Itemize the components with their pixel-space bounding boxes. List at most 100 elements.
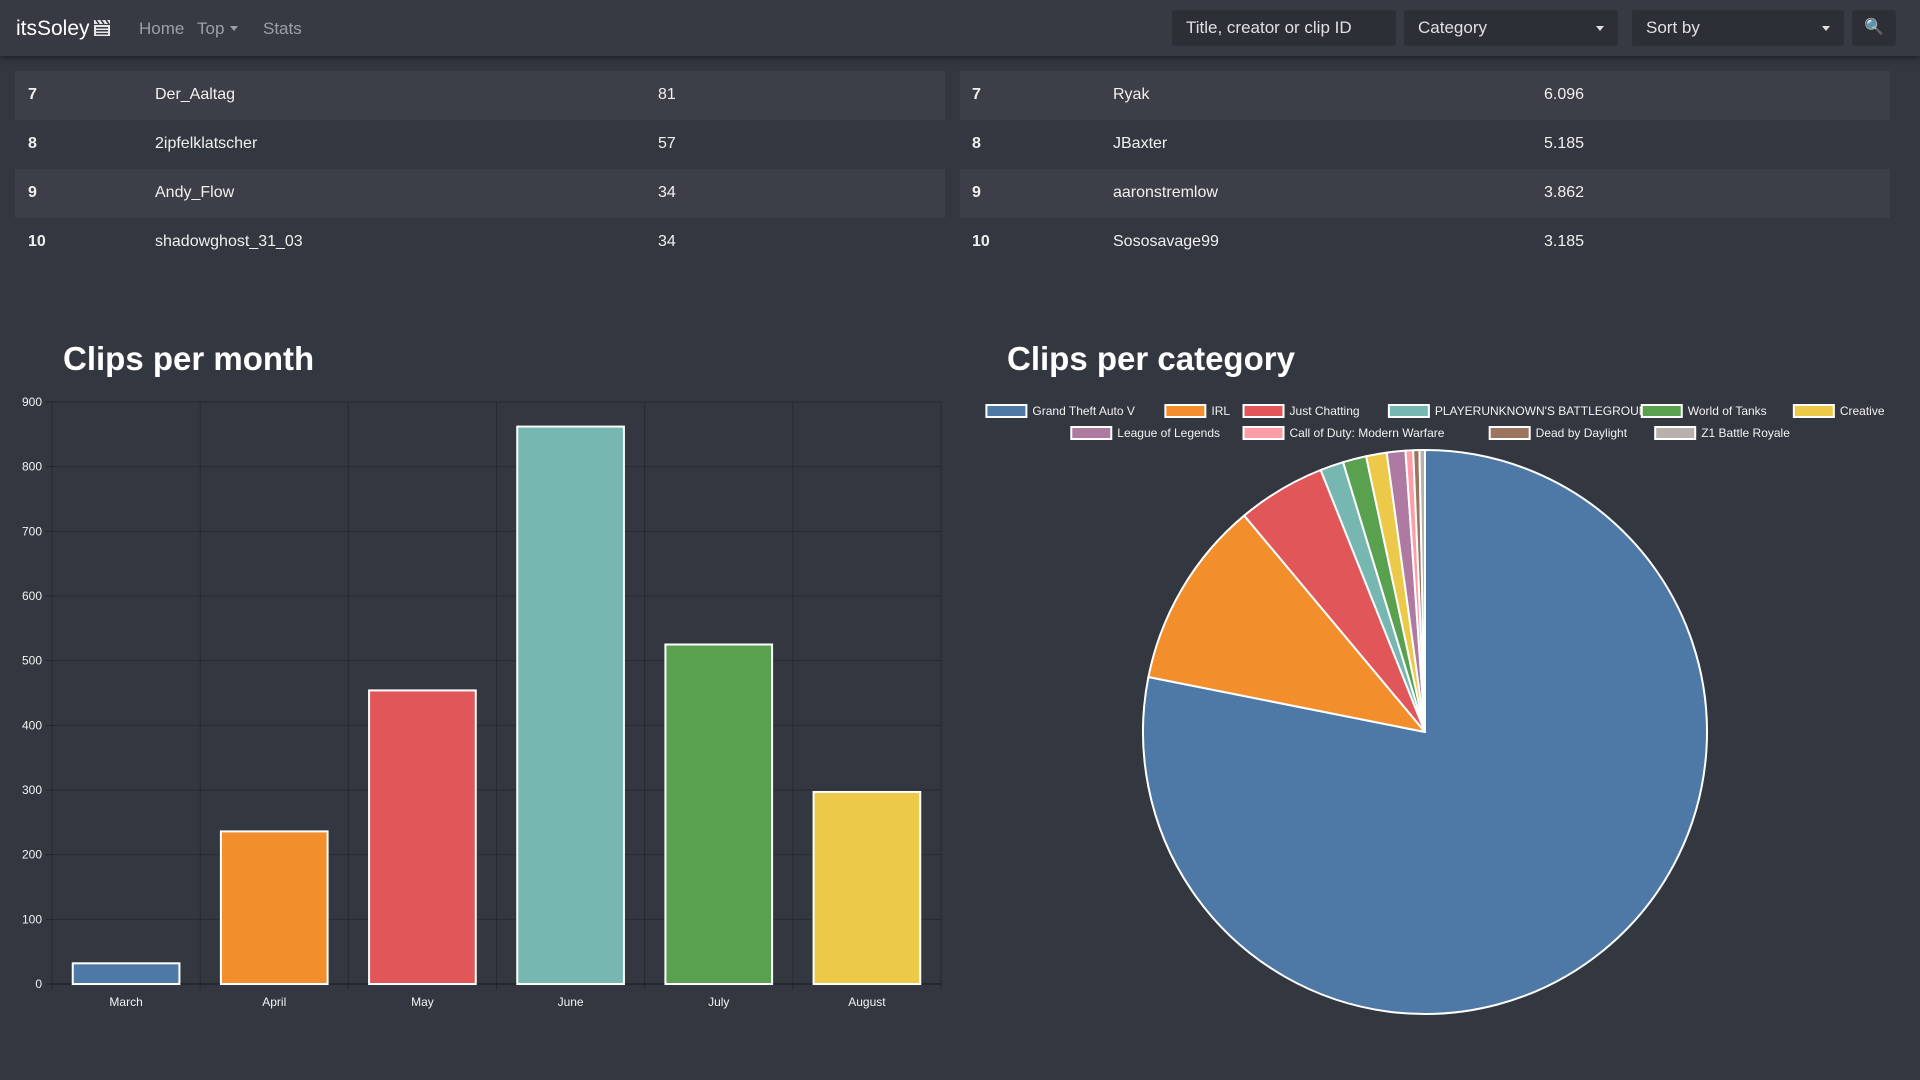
legend-label: Call of Duty: Modern Warfare	[1290, 426, 1445, 440]
pie-slice	[1418, 449, 1426, 733]
creator-link[interactable]: shadowghost_31_03	[155, 233, 303, 250]
top-viewers-table: 7 Ryak 6.096 8 JBaxter 5.185 9 aaronstre…	[960, 71, 1890, 316]
y-tick-label: 0	[35, 977, 42, 991]
rank-cell: 7	[28, 86, 37, 103]
rank-cell: 10	[972, 233, 990, 250]
y-tick-label: 100	[22, 912, 42, 926]
y-tick-label: 900	[22, 395, 42, 409]
rank-cell: 9	[28, 184, 37, 201]
value-cell: 34	[658, 184, 676, 201]
top-creators-table: 7 Der_Aaltag 81 8 2ipfelklatscher 57 9 A…	[15, 71, 945, 316]
value-cell: 81	[658, 86, 676, 103]
legend-label: League of Legends	[1117, 426, 1220, 440]
x-tick-label: May	[411, 995, 434, 1009]
legend-swatch	[1164, 404, 1207, 418]
creator-link[interactable]: 2ipfelklatscher	[155, 135, 258, 152]
caret-down-icon	[230, 26, 239, 31]
legend-swatch	[1640, 404, 1683, 418]
value-cell: 57	[658, 135, 676, 152]
legend-label: Grand Theft Auto V	[1032, 404, 1135, 418]
value-cell: 5.185	[1544, 135, 1585, 152]
legend-label: Z1 Battle Royale	[1701, 426, 1790, 440]
table-row: 10 shadowghost_31_03 34	[15, 218, 945, 267]
x-tick-label: July	[708, 995, 729, 1009]
legend-swatch	[1792, 404, 1835, 418]
bar	[516, 425, 625, 986]
sort-select-label: Sort by	[1646, 18, 1700, 37]
nav-top-label: Top	[197, 19, 225, 38]
bar	[71, 962, 181, 985]
sort-select[interactable]: Sort by	[1632, 10, 1844, 46]
search-placeholder: Title, creator or clip ID	[1186, 18, 1352, 37]
y-tick-label: 400	[22, 718, 42, 732]
search-input[interactable]: Title, creator or clip ID	[1172, 10, 1396, 46]
clips-per-category-chart: Grand Theft Auto V IRL Just Chatting PLAYER…	[985, 404, 1885, 1015]
legend-swatch	[1242, 426, 1285, 440]
legend-swatch	[1387, 404, 1430, 418]
y-tick-label: 200	[22, 848, 42, 862]
bar-chart-title: Clips per month	[63, 340, 315, 377]
nav-home-link[interactable]: Home	[139, 19, 185, 38]
table-row: 9 aaronstremlow 3.862	[960, 169, 1890, 218]
rank-cell: 7	[972, 86, 981, 103]
value-cell: 6.096	[1544, 86, 1585, 103]
value-cell: 3.862	[1544, 184, 1585, 201]
rank-cell: 8	[28, 135, 37, 152]
y-tick-label: 700	[22, 524, 42, 538]
legend-label: IRL	[1211, 404, 1230, 418]
table-row: 10 Sososavage99 3.185	[960, 218, 1890, 267]
creator-link[interactable]: Andy_Flow	[155, 184, 235, 201]
x-tick-label: August	[848, 995, 886, 1009]
x-tick-label: June	[558, 995, 584, 1009]
table-row: 8 JBaxter 5.185	[960, 120, 1890, 169]
bar	[219, 830, 329, 985]
search-icon: 🔍	[1864, 19, 1884, 36]
pie-slice	[1147, 514, 1426, 733]
caret-down-icon	[1822, 26, 1830, 31]
clips-per-month-chart: 0 100 200 300 400 500 600 700 800 900 March April Ma…	[22, 395, 942, 1009]
rank-cell: 10	[28, 233, 46, 250]
legend-label: Creative	[1840, 404, 1885, 418]
legend-label: Just Chatting	[1290, 404, 1360, 418]
category-select[interactable]: Category	[1404, 10, 1618, 46]
nav-top-dropdown[interactable]: Top	[197, 19, 239, 39]
creator-link[interactable]: aaronstremlow	[1113, 184, 1218, 201]
legend-swatch	[1488, 426, 1531, 440]
search-button[interactable]: 🔍	[1852, 10, 1896, 46]
x-tick-label: April	[262, 995, 286, 1009]
legend-swatch	[1654, 426, 1697, 440]
table-row: 8 2ipfelklatscher 57	[15, 120, 945, 169]
y-tick-label: 300	[22, 783, 42, 797]
category-select-label: Category	[1418, 18, 1487, 37]
navbar: itsSoley Home Top Stats Title, creator o…	[0, 0, 1920, 56]
pie-slice	[1142, 449, 1708, 1015]
bar	[664, 643, 774, 985]
table-row: 7 Der_Aaltag 81	[15, 71, 945, 120]
table-row: 9 Andy_Flow 34	[15, 169, 945, 218]
legend-swatch	[985, 404, 1028, 418]
creator-link[interactable]: Ryak	[1113, 86, 1150, 103]
pie-chart-title: Clips per category	[1007, 340, 1295, 377]
value-cell: 34	[658, 233, 676, 250]
rank-cell: 9	[972, 184, 981, 201]
bar	[368, 689, 477, 985]
legend-swatch	[1070, 426, 1113, 440]
brand-logo[interactable]: itsSoley	[16, 17, 90, 40]
bar	[812, 790, 922, 985]
legend-swatch	[1242, 404, 1285, 418]
caret-down-icon	[1596, 26, 1604, 31]
creator-link[interactable]: JBaxter	[1113, 135, 1168, 152]
y-tick-label: 800	[22, 460, 42, 474]
legend-label: PLAYERUNKNOWN'S BATTLEGROUNDS	[1435, 404, 1664, 418]
x-tick-label: March	[109, 995, 142, 1009]
clapperboard-icon[interactable]	[93, 19, 111, 37]
creator-link[interactable]: Der_Aaltag	[155, 86, 236, 103]
table-row: 7 Ryak 6.096	[960, 71, 1890, 120]
y-tick-label: 500	[22, 654, 42, 668]
value-cell: 3.185	[1544, 233, 1585, 250]
rank-cell: 8	[972, 135, 981, 152]
legend-label: World of Tanks	[1688, 404, 1767, 418]
nav-stats-link[interactable]: Stats	[263, 19, 302, 38]
creator-link[interactable]: Sososavage99	[1113, 233, 1219, 250]
y-tick-label: 600	[22, 589, 42, 603]
